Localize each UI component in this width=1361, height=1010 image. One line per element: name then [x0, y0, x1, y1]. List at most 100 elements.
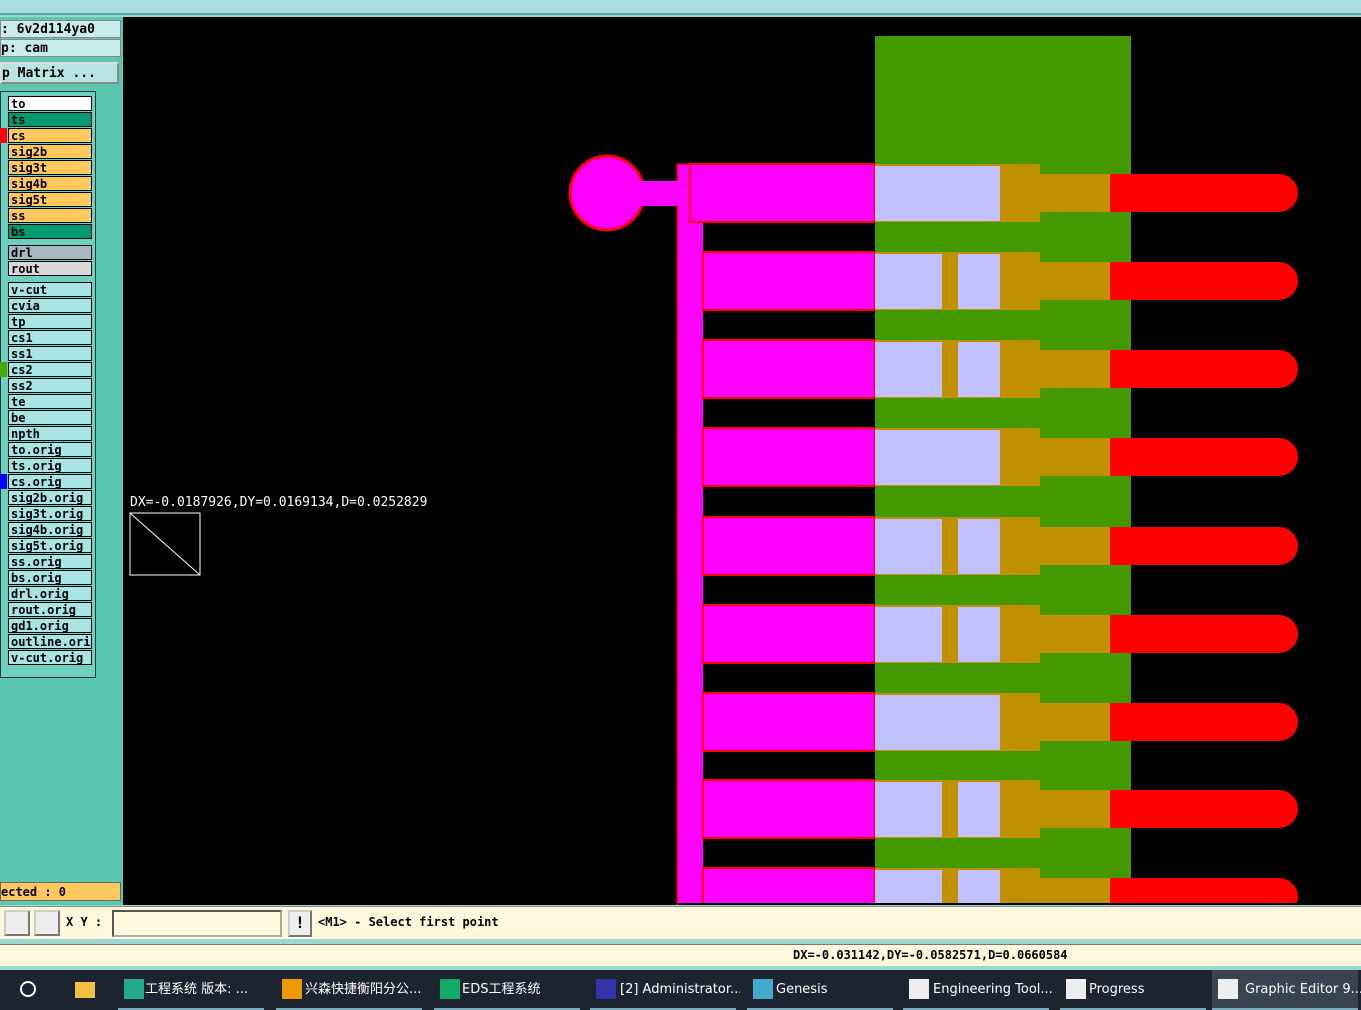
layer-row[interactable]: drl.orig [8, 586, 92, 601]
matrix-button[interactable]: p Matrix ... [0, 62, 119, 84]
layer-row[interactable]: gd1.orig [8, 618, 92, 633]
task-button[interactable] [276, 970, 422, 1010]
layer-row[interactable]: sig3t [8, 160, 92, 175]
layer-row[interactable]: bs.orig [8, 570, 92, 585]
layer-row[interactable]: sig4b.orig [8, 522, 92, 537]
layer-row[interactable]: ss.orig [8, 554, 92, 569]
layer-row[interactable]: drl [8, 245, 92, 260]
task-label: Graphic Editor 9.... [1245, 982, 1361, 997]
gold-finger-end [1110, 262, 1150, 300]
layer-row[interactable]: to.orig [8, 442, 92, 457]
tool-icon[interactable] [4, 910, 30, 936]
pad [958, 519, 1000, 574]
layer-row[interactable]: cs2 [8, 362, 92, 377]
layer-row[interactable]: be [8, 410, 92, 425]
finger [702, 604, 876, 664]
layer-row[interactable]: bs [8, 224, 92, 239]
layer-row[interactable]: rout [8, 261, 92, 276]
task-button[interactable] [903, 970, 1049, 1010]
task-icon [282, 979, 302, 999]
layer-row[interactable]: sig4b [8, 176, 92, 191]
xy-input[interactable] [112, 910, 282, 937]
layer-row[interactable]: ss [8, 208, 92, 223]
gold-finger [1131, 174, 1298, 212]
pad [875, 519, 942, 574]
layer-row[interactable]: tp [8, 314, 92, 329]
pad [875, 607, 942, 662]
task-label: EDS工程系统 [462, 982, 541, 997]
pad-round [568, 154, 646, 232]
selected-count: ected : 0 [0, 882, 121, 901]
graphic-canvas[interactable]: DX=-0.0187926,DY=0.0169134,D=0.0252829 [123, 17, 1361, 905]
layer-row[interactable]: cs1 [8, 330, 92, 345]
task-icon [440, 979, 460, 999]
pad [875, 166, 1000, 221]
layer-row[interactable]: te [8, 394, 92, 409]
pad [875, 254, 942, 309]
task-icon [1066, 979, 1086, 999]
task-button[interactable] [118, 970, 264, 1010]
task-label: Genesis [776, 982, 828, 997]
task-button[interactable] [434, 970, 580, 1010]
task-button[interactable] [1212, 970, 1358, 1010]
task-button[interactable] [590, 970, 736, 1010]
finger [702, 779, 876, 839]
layer-row[interactable]: to [8, 96, 92, 111]
task-icon [124, 979, 144, 999]
finger [702, 516, 876, 576]
layer-row[interactable]: cvia [8, 298, 92, 313]
gold-finger-end [1110, 703, 1150, 741]
toolbar: X Y : ! <M1> - Select first point [0, 906, 1361, 939]
pad [958, 342, 1000, 397]
gold-finger-end [1110, 438, 1150, 476]
task-label: [2] Administrator... [620, 982, 740, 997]
taskbar: 工程系统 版本: ... 兴森快捷衡阳分公... EDS工程系统 [2] Admini… [0, 970, 1361, 1010]
layer-row[interactable]: npth [8, 426, 92, 441]
layer-row[interactable]: cs [8, 128, 92, 143]
gold-finger-end [1110, 350, 1150, 388]
gold-finger [1131, 790, 1298, 828]
gold-finger-end [1110, 790, 1150, 828]
layer-row[interactable]: sig2b.orig [8, 490, 92, 505]
task-icon [753, 979, 773, 999]
pad [958, 254, 1000, 309]
finger [689, 163, 876, 223]
search-icon[interactable] [20, 981, 36, 997]
task-label: Progress [1089, 982, 1145, 997]
layer-row[interactable]: sig5t.orig [8, 538, 92, 553]
pad [958, 607, 1000, 662]
layer-row[interactable]: ts [8, 112, 92, 127]
task-button[interactable] [1060, 970, 1206, 1010]
pad [875, 695, 1000, 750]
layer-indicator [0, 474, 7, 489]
layer-row[interactable]: ts.orig [8, 458, 92, 473]
finger [702, 251, 876, 311]
task-icon [909, 979, 929, 999]
layer-row[interactable]: ss2 [8, 378, 92, 393]
gold-finger [1131, 350, 1298, 388]
layer-row[interactable]: cs.orig [8, 474, 92, 489]
layer-row[interactable]: sig2b [8, 144, 92, 159]
exec-button[interactable]: ! [288, 910, 312, 937]
task-label: 工程系统 版本: ... [145, 982, 249, 997]
explorer-icon[interactable] [75, 982, 95, 998]
measure-line [129, 512, 201, 576]
gold-finger [1131, 438, 1298, 476]
pad [875, 430, 1000, 485]
layer-row[interactable]: v-cut.orig [8, 650, 92, 665]
layer-row[interactable]: v-cut [8, 282, 92, 297]
layer-row[interactable]: ss1 [8, 346, 92, 361]
tool-icon[interactable] [34, 910, 60, 936]
gold-finger-end [1110, 527, 1150, 565]
layer-row[interactable]: sig3t.orig [8, 506, 92, 521]
prompt: <M1> - Select first point [318, 915, 499, 929]
layer-row[interactable]: sig5t [8, 192, 92, 207]
layer-row[interactable]: outline.orig [8, 634, 92, 649]
finger [702, 427, 876, 487]
pad [875, 342, 942, 397]
finger [702, 339, 876, 399]
task-button[interactable] [747, 970, 893, 1010]
layer-row[interactable]: rout.orig [8, 602, 92, 617]
pad [958, 870, 1000, 905]
task-label: 兴森快捷衡阳分公... [305, 982, 422, 997]
